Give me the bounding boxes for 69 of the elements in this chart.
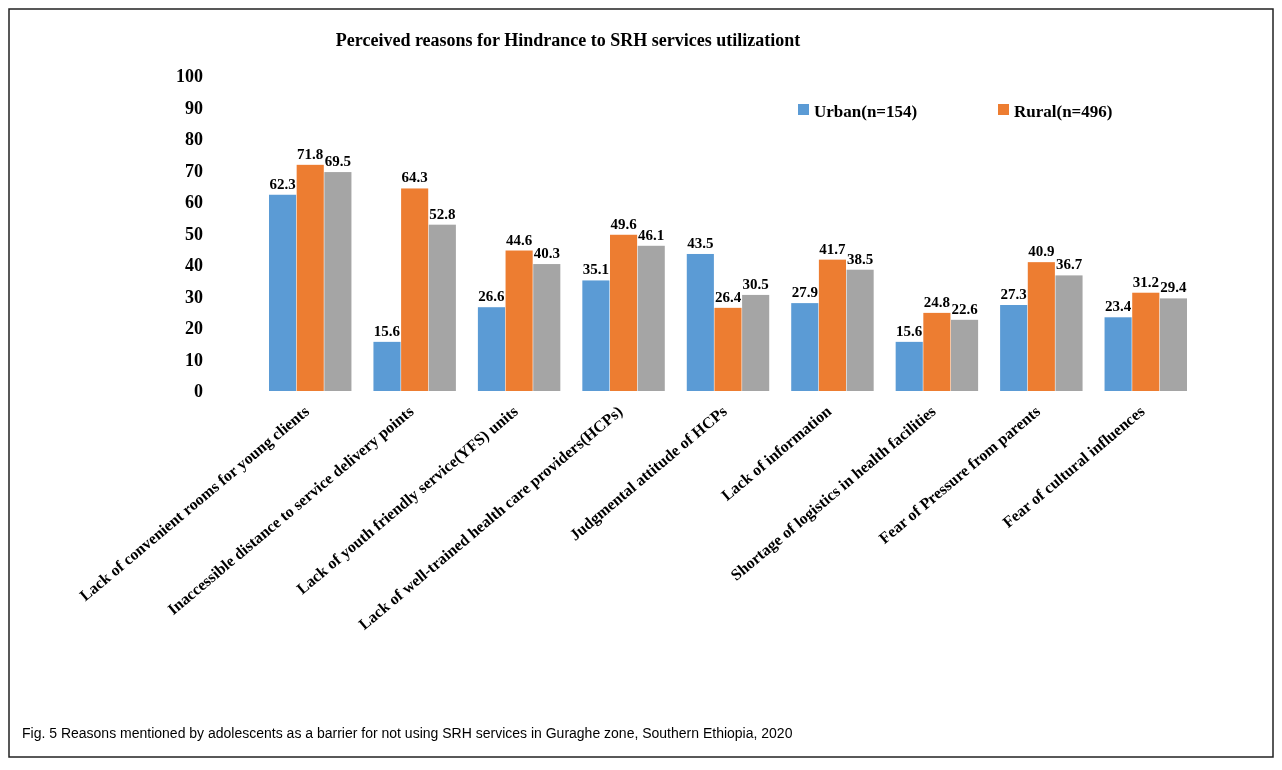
bar bbox=[610, 234, 638, 391]
data-label: 23.4 bbox=[1104, 298, 1132, 315]
bar bbox=[742, 294, 770, 391]
bar bbox=[895, 341, 923, 391]
data-label: 69.5 bbox=[324, 153, 352, 170]
y-tick-label: 10 bbox=[185, 349, 203, 370]
bar bbox=[505, 250, 533, 391]
y-tick-label: 50 bbox=[185, 223, 203, 244]
data-label: 27.9 bbox=[791, 284, 818, 301]
bar bbox=[296, 164, 324, 391]
bar bbox=[1159, 298, 1187, 391]
bar bbox=[1132, 292, 1160, 391]
data-label: 36.7 bbox=[1055, 256, 1083, 273]
data-label: 41.7 bbox=[819, 240, 847, 257]
bar bbox=[714, 307, 742, 391]
legend-label: Rural(n=496) bbox=[1014, 101, 1113, 121]
bar bbox=[1000, 305, 1028, 391]
data-label: 35.1 bbox=[582, 261, 610, 278]
caption: Fig. 5 Reasons mentioned by adolescents as a barrier for not using SRH services in Guraghe zone, Southern Ethiopia, 2020 bbox=[22, 725, 793, 741]
data-label: 27.3 bbox=[1000, 286, 1027, 303]
y-tick-label: 40 bbox=[185, 255, 203, 276]
bar bbox=[1027, 262, 1055, 391]
legend-label: Urban(n=154) bbox=[814, 101, 918, 121]
bar bbox=[373, 341, 401, 391]
y-tick-label: 30 bbox=[185, 286, 203, 307]
y-tick-label: 0 bbox=[194, 381, 203, 402]
y-tick-label: 100 bbox=[176, 66, 203, 87]
data-label: 24.8 bbox=[923, 293, 951, 310]
data-label: 29.4 bbox=[1160, 279, 1188, 296]
bar bbox=[846, 269, 874, 391]
bar bbox=[951, 319, 979, 391]
data-label: 43.5 bbox=[687, 234, 714, 251]
data-label: 40.3 bbox=[533, 245, 560, 262]
y-tick-label: 90 bbox=[185, 97, 203, 118]
bar bbox=[269, 194, 297, 391]
y-tick-label: 20 bbox=[185, 318, 203, 339]
bar bbox=[1104, 317, 1132, 391]
data-label: 62.3 bbox=[269, 175, 296, 192]
bar bbox=[818, 259, 846, 391]
chart-title: Perceived reasons for Hindrance to SRH services utilizationt bbox=[335, 30, 801, 50]
data-label: 40.9 bbox=[1028, 243, 1055, 260]
data-label: 38.5 bbox=[846, 250, 874, 267]
data-label: 46.1 bbox=[638, 226, 665, 243]
y-tick-label: 70 bbox=[185, 160, 203, 181]
bar bbox=[923, 312, 951, 391]
data-label: 30.5 bbox=[742, 275, 769, 292]
data-label: 26.4 bbox=[714, 288, 742, 305]
bar bbox=[1055, 275, 1083, 391]
bar bbox=[324, 172, 352, 391]
bar bbox=[428, 224, 456, 391]
bar bbox=[477, 307, 505, 391]
data-label: 31.2 bbox=[1132, 273, 1159, 290]
data-label: 52.8 bbox=[429, 205, 456, 222]
data-label: 44.6 bbox=[505, 231, 533, 248]
bar bbox=[686, 253, 714, 391]
y-tick-label: 80 bbox=[185, 129, 203, 150]
bar bbox=[637, 245, 665, 391]
data-label: 64.3 bbox=[401, 169, 428, 186]
bar bbox=[401, 188, 429, 391]
data-label: 22.6 bbox=[951, 300, 979, 317]
bar bbox=[582, 280, 610, 391]
data-label: 15.6 bbox=[373, 322, 401, 339]
data-label: 71.8 bbox=[297, 145, 324, 162]
bar bbox=[791, 303, 819, 391]
data-label: 49.6 bbox=[610, 215, 638, 232]
y-tick-label: 60 bbox=[185, 192, 203, 213]
data-label: 15.6 bbox=[896, 322, 923, 339]
data-label: 26.6 bbox=[478, 288, 506, 305]
bar bbox=[533, 264, 561, 391]
